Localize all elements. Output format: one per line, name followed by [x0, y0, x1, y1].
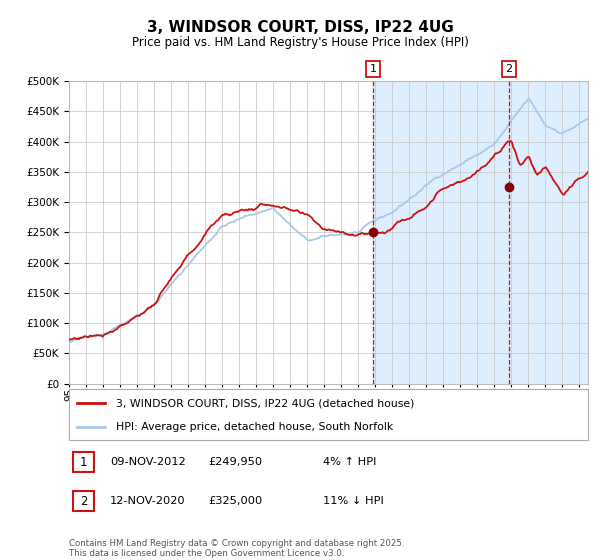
- Bar: [373, 81, 588, 384]
- Text: 3, WINDSOR COURT, DISS, IP22 4UG: 3, WINDSOR COURT, DISS, IP22 4UG: [146, 20, 454, 35]
- Text: HPI: Average price, detached house, South Norfolk: HPI: Average price, detached house, Sout…: [116, 422, 393, 432]
- FancyBboxPatch shape: [73, 452, 94, 472]
- Text: 1: 1: [370, 64, 376, 74]
- Text: 2: 2: [505, 64, 512, 74]
- Text: £325,000: £325,000: [209, 496, 263, 506]
- Text: £249,950: £249,950: [209, 457, 263, 467]
- Text: 11% ↓ HPI: 11% ↓ HPI: [323, 496, 383, 506]
- Text: 09-NOV-2012: 09-NOV-2012: [110, 457, 185, 467]
- Text: Contains HM Land Registry data © Crown copyright and database right 2025.
This d: Contains HM Land Registry data © Crown c…: [69, 539, 404, 558]
- FancyBboxPatch shape: [73, 491, 94, 511]
- Text: 2: 2: [80, 494, 87, 508]
- Text: 12-NOV-2020: 12-NOV-2020: [110, 496, 185, 506]
- Text: 1: 1: [80, 455, 87, 469]
- Text: 3, WINDSOR COURT, DISS, IP22 4UG (detached house): 3, WINDSOR COURT, DISS, IP22 4UG (detach…: [116, 398, 414, 408]
- Text: Price paid vs. HM Land Registry's House Price Index (HPI): Price paid vs. HM Land Registry's House …: [131, 36, 469, 49]
- FancyBboxPatch shape: [69, 389, 588, 440]
- Text: 4% ↑ HPI: 4% ↑ HPI: [323, 457, 376, 467]
